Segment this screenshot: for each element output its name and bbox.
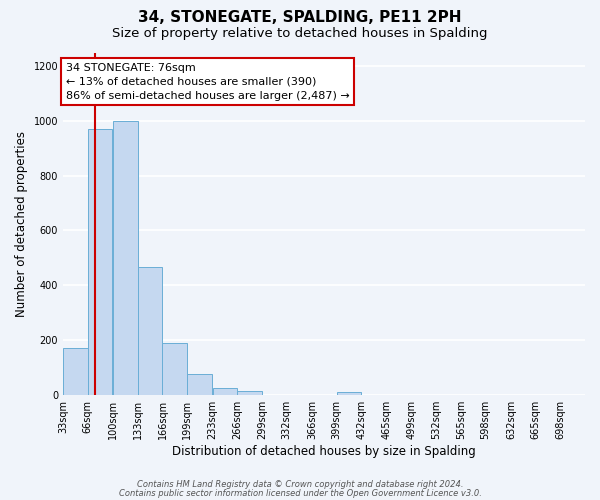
Text: Contains HM Land Registry data © Crown copyright and database right 2024.: Contains HM Land Registry data © Crown c…: [137, 480, 463, 489]
Y-axis label: Number of detached properties: Number of detached properties: [15, 130, 28, 316]
Text: Size of property relative to detached houses in Spalding: Size of property relative to detached ho…: [112, 28, 488, 40]
Bar: [163, 342, 187, 394]
Text: Contains public sector information licensed under the Open Government Licence v3: Contains public sector information licen…: [119, 488, 481, 498]
Bar: [212, 388, 237, 394]
X-axis label: Distribution of detached houses by size in Spalding: Distribution of detached houses by size …: [172, 444, 476, 458]
Text: 34, STONEGATE, SPALDING, PE11 2PH: 34, STONEGATE, SPALDING, PE11 2PH: [138, 10, 462, 25]
Bar: [88, 129, 112, 394]
Bar: [337, 392, 361, 394]
Bar: [113, 121, 138, 394]
Bar: [63, 348, 88, 395]
Bar: [138, 268, 163, 394]
Bar: [187, 374, 212, 394]
Bar: [237, 390, 262, 394]
Text: 34 STONEGATE: 76sqm
← 13% of detached houses are smaller (390)
86% of semi-detac: 34 STONEGATE: 76sqm ← 13% of detached ho…: [65, 63, 349, 101]
